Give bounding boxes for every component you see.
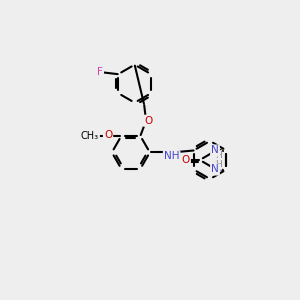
- Text: O: O: [104, 130, 112, 140]
- Text: N: N: [211, 146, 219, 155]
- Text: H: H: [214, 160, 221, 169]
- Text: F: F: [97, 67, 103, 77]
- Text: O: O: [182, 155, 190, 165]
- Text: NH: NH: [164, 152, 179, 161]
- Text: H: H: [214, 151, 221, 160]
- Text: O: O: [144, 116, 152, 126]
- Text: CH₃: CH₃: [81, 131, 99, 141]
- Text: N: N: [211, 164, 219, 175]
